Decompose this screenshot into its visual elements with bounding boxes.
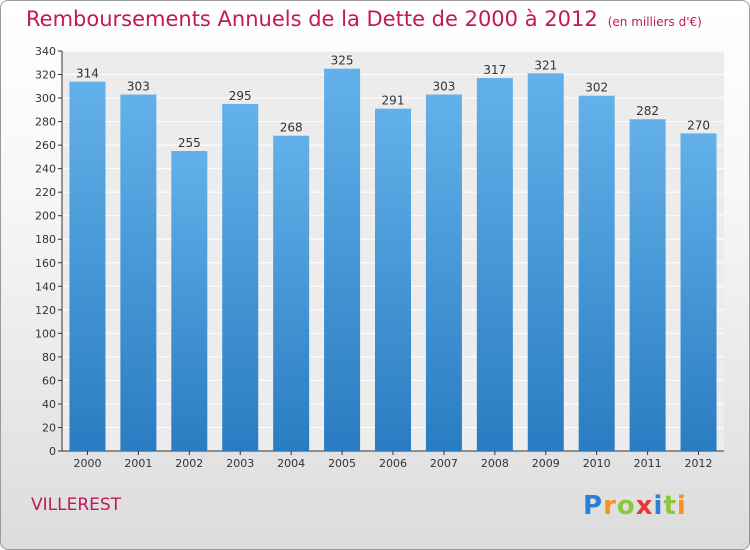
logo-letter: i — [653, 491, 664, 521]
x-tick-label: 2002 — [175, 457, 203, 470]
y-tick-label: 240 — [35, 163, 56, 176]
x-tick-label: 2008 — [481, 457, 509, 470]
y-tick-label: 260 — [35, 139, 56, 152]
data-label: 291 — [382, 94, 405, 108]
logo-letter: i — [676, 491, 687, 521]
logo-letter: P — [583, 491, 604, 521]
bar — [120, 94, 157, 451]
x-tick-label: 2003 — [226, 457, 254, 470]
chart-title-text: Remboursements Annuels de la Dette de 20… — [26, 7, 598, 31]
x-tick-label: 2009 — [532, 457, 560, 470]
data-label: 268 — [280, 121, 303, 135]
bar — [69, 81, 106, 452]
y-tick-label: 300 — [35, 92, 56, 105]
data-label: 321 — [534, 58, 557, 72]
logo-letter: r — [603, 491, 617, 521]
bar — [222, 103, 259, 452]
y-tick-label: 280 — [35, 116, 56, 129]
y-tick-label: 40 — [42, 398, 56, 411]
bar — [629, 119, 666, 451]
x-tick-label: 2005 — [328, 457, 356, 470]
logo-letter: t — [663, 491, 677, 521]
y-tick-label: 340 — [35, 45, 56, 58]
x-tick-label: 2010 — [583, 457, 611, 470]
data-label: 255 — [178, 136, 201, 150]
y-tick-label: 160 — [35, 257, 56, 270]
commune-name: VILLEREST — [31, 495, 122, 515]
chart-unit: (en milliers d'€) — [607, 15, 702, 29]
data-label: 325 — [331, 54, 354, 68]
bar — [375, 108, 411, 451]
x-tick-label: 2000 — [73, 457, 101, 470]
data-label: 282 — [636, 104, 659, 118]
data-label: 302 — [585, 81, 608, 95]
data-label: 303 — [432, 80, 455, 94]
data-label: 317 — [483, 63, 506, 77]
x-tick-label: 2007 — [430, 457, 458, 470]
y-tick-label: 120 — [35, 304, 56, 317]
data-label: 270 — [687, 118, 710, 132]
x-tick-label: 2004 — [277, 457, 305, 470]
x-tick-label: 2001 — [124, 457, 152, 470]
logo-letter: o — [616, 491, 636, 521]
y-tick-label: 320 — [35, 69, 56, 82]
bar — [425, 94, 462, 451]
x-tick-label: 2011 — [634, 457, 662, 470]
y-tick-label: 220 — [35, 186, 56, 199]
data-label: 295 — [229, 89, 252, 103]
bar — [324, 68, 361, 451]
x-tick-label: 2012 — [685, 457, 713, 470]
x-tick-label: 2006 — [379, 457, 407, 470]
y-tick-label: 0 — [49, 445, 56, 458]
y-tick-label: 200 — [35, 210, 56, 223]
bar — [527, 73, 564, 452]
logo-letter: x — [635, 491, 654, 521]
y-tick-label: 140 — [35, 280, 56, 293]
y-tick-label: 60 — [42, 374, 56, 387]
bar — [680, 133, 717, 451]
bar — [273, 135, 310, 452]
data-label: 314 — [76, 67, 99, 81]
y-tick-label: 180 — [35, 233, 56, 246]
y-tick-label: 80 — [42, 351, 56, 364]
bar — [578, 95, 615, 452]
chart-title: Remboursements Annuels de la Dette de 20… — [26, 7, 702, 31]
proxiti-logo: Proxiti — [583, 491, 695, 525]
data-label: 303 — [127, 80, 150, 94]
y-tick-label: 100 — [35, 327, 56, 340]
bar — [171, 151, 208, 451]
y-tick-label: 20 — [42, 421, 56, 434]
bar — [476, 78, 513, 451]
